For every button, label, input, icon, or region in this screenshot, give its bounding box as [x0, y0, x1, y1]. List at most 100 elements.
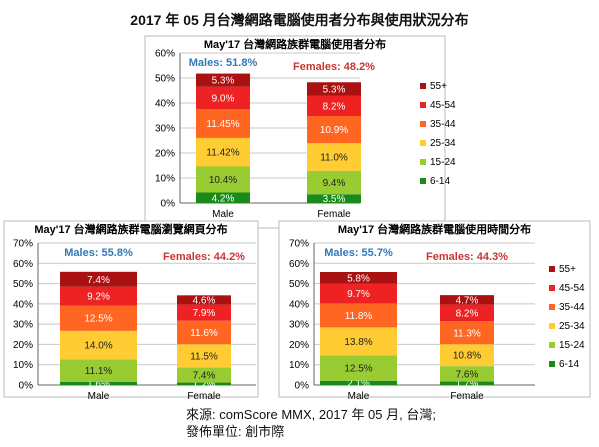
data-label: 11.0% — [320, 153, 348, 164]
chart-title: May'17 台灣網路族群電腦瀏覽網頁分布 — [34, 222, 227, 236]
legend-swatch — [420, 159, 426, 165]
chart-3: May'17 台灣網路族群電腦使用時間分布 0% 10% 20% 30% 40% 50% 60… — [278, 220, 591, 402]
bar-segment-55+ — [307, 82, 361, 96]
data-label: 4.7% — [456, 295, 479, 306]
data-label: 13.8% — [344, 337, 372, 348]
bar-segment-25-34 — [307, 143, 361, 171]
chart-title: May'17 台灣網路族群電腦使用者分布 — [204, 37, 386, 51]
legend-swatch — [549, 304, 555, 310]
data-label: 7.6% — [456, 369, 479, 380]
data-label: 8.2% — [323, 101, 346, 112]
data-label: 5.8% — [347, 273, 370, 284]
bar-segment-35-44 — [440, 321, 494, 345]
bar-segment-45-54 — [177, 304, 231, 321]
legend-entry: 35-44 — [430, 119, 456, 130]
y-tick-label: 20% — [155, 149, 175, 160]
source-note: 來源: comScore MMX, 2017 年 05 月, 台灣; 發佈單位:… — [186, 406, 436, 440]
data-label: 1.7% — [456, 379, 479, 390]
bar-segment-45-54 — [196, 86, 250, 110]
bar-segment-15-24 — [196, 166, 250, 193]
y-tick-label: 60% — [155, 49, 175, 60]
legend-entry: 55+ — [559, 264, 576, 275]
data-label: 11.3% — [453, 328, 481, 339]
legend-swatch — [420, 140, 426, 146]
males-share-label: Males: 51.8% — [189, 57, 258, 69]
legend-entry: 15-24 — [559, 340, 585, 351]
bar-segment-35-44 — [320, 303, 397, 328]
data-label: 9.2% — [87, 292, 110, 303]
bar-segment-15-24 — [440, 366, 494, 382]
bar-segment-55+ — [440, 295, 494, 305]
x-tick-label: Male — [88, 391, 110, 402]
y-tick-label: 70% — [289, 239, 309, 250]
data-label: 11.45% — [206, 119, 239, 130]
bar-segment-6-14 — [307, 194, 361, 203]
bar-segment-55+ — [177, 295, 231, 305]
data-label: 11.1% — [85, 366, 113, 377]
y-tick-label: 0% — [19, 381, 34, 392]
y-tick-label: 0% — [295, 381, 310, 392]
bar-segment-45-54 — [320, 283, 397, 304]
data-label: 1.2% — [193, 379, 216, 390]
bar-segment-25-34 — [196, 137, 250, 167]
bar-segment-15-24 — [177, 367, 231, 383]
legend-swatch — [420, 121, 426, 127]
data-label: 8.2% — [456, 308, 479, 319]
y-tick-label: 50% — [289, 279, 309, 290]
bar-segment-25-34 — [440, 344, 494, 367]
bar-segment-55+ — [196, 73, 250, 87]
data-label: 7.4% — [87, 275, 110, 286]
data-label: 12.5% — [344, 364, 372, 375]
bar-segment-15-24 — [320, 355, 397, 381]
legend-entry: 45-54 — [559, 283, 585, 294]
x-tick-label: Female — [187, 391, 221, 402]
males-share-label: Males: 55.7% — [324, 247, 393, 259]
data-label: 3.5% — [323, 194, 346, 205]
bar-segment-45-54 — [440, 304, 494, 322]
data-label: 4.6% — [193, 296, 216, 307]
legend-swatch — [420, 83, 426, 89]
x-tick-label: Male — [212, 209, 234, 220]
legend-entry: 6-14 — [559, 359, 579, 370]
legend-swatch — [549, 285, 555, 291]
data-label: 9.0% — [212, 94, 235, 105]
y-tick-label: 70% — [13, 239, 33, 250]
data-label: 14.0% — [84, 341, 112, 352]
data-label: 7.9% — [193, 308, 216, 319]
y-tick-label: 0% — [161, 199, 176, 210]
bar-segment-55+ — [320, 272, 397, 284]
publisher-line: 發佈單位: 創市際 — [186, 424, 285, 439]
y-tick-label: 40% — [155, 99, 175, 110]
data-label: 11.6% — [190, 328, 218, 339]
x-tick-label: Male — [348, 391, 370, 402]
legend-swatch — [420, 102, 426, 108]
y-tick-label: 20% — [13, 340, 33, 351]
bar-segment-35-44 — [177, 320, 231, 345]
legend-entry: 45-54 — [430, 100, 456, 111]
chart-2: May'17 台灣網路族群電腦瀏覽網頁分布 0% 10% 20% 30% 40% 50% 60… — [3, 220, 259, 402]
y-tick-label: 40% — [289, 299, 309, 310]
y-tick-label: 10% — [155, 174, 175, 185]
data-label: 5.3% — [323, 84, 346, 95]
y-tick-label: 50% — [13, 279, 33, 290]
bar-segment-6-14 — [60, 381, 137, 385]
legend-swatch — [420, 178, 426, 184]
bar-segment-45-54 — [60, 286, 137, 306]
data-label: 7.4% — [193, 371, 216, 382]
data-label: 9.7% — [347, 289, 370, 300]
data-label: 9.4% — [323, 178, 346, 189]
legend-entry: 55+ — [430, 81, 447, 92]
legend-entry: 15-24 — [430, 157, 456, 168]
y-tick-label: 10% — [289, 360, 309, 371]
data-label: 11.5% — [190, 351, 218, 362]
females-share-label: Females: 48.2% — [293, 61, 375, 73]
bar-segment-45-54 — [307, 95, 361, 116]
bar-segment-55+ — [60, 271, 137, 287]
data-label: 1.6% — [87, 379, 110, 390]
legend-swatch — [549, 266, 555, 272]
legend-entry: 6-14 — [430, 176, 450, 187]
legend-entry: 25-34 — [559, 321, 585, 332]
bar-segment-6-14 — [320, 380, 397, 385]
y-tick-label: 30% — [155, 124, 175, 135]
